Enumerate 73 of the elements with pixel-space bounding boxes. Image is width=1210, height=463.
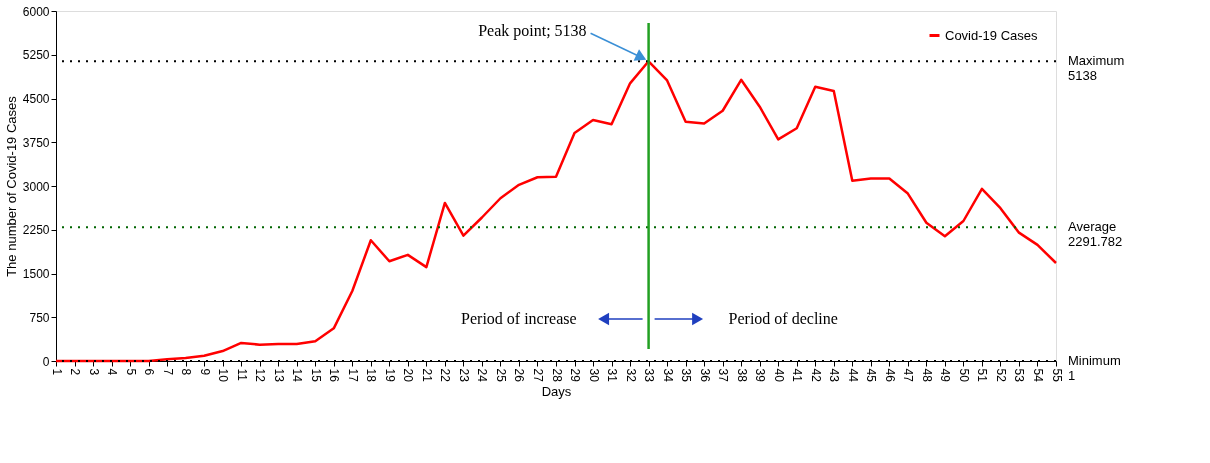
x-tick-label: 19 (382, 368, 397, 383)
x-tick-label: 50 (956, 368, 971, 383)
x-tick-label: 42 (808, 368, 823, 383)
x-tick-label: 38 (734, 368, 749, 383)
x-tick-label: 46 (882, 368, 897, 383)
ref-line-label: Maximum 5138 (1068, 53, 1125, 84)
x-tick-label: 18 (364, 368, 379, 383)
x-tick-label: 52 (993, 368, 1008, 383)
x-tick-label: 34 (660, 368, 675, 383)
x-tick-label: 12 (253, 368, 268, 383)
x-tick-label: 3 (86, 368, 101, 376)
x-tick-label: 26 (512, 368, 527, 383)
x-tick-label: 45 (864, 368, 879, 383)
x-tick-label: 25 (493, 368, 508, 383)
x-tick-label: 22 (438, 368, 453, 383)
y-tick-label: 4500 (22, 92, 50, 106)
x-tick-label: 15 (308, 368, 323, 383)
x-tick-label: 20 (401, 368, 416, 383)
x-tick-label: 35 (679, 368, 694, 383)
x-tick-label: 21 (419, 368, 434, 383)
x-tick-label: 31 (605, 368, 620, 383)
y-tick-label: 750 (29, 310, 50, 325)
x-tick-label: 37 (716, 368, 731, 383)
x-tick-label: 39 (753, 368, 768, 383)
x-tick-label: 33 (642, 368, 657, 383)
x-tick-label: 8 (179, 368, 194, 376)
x-tick-label: 54 (1030, 368, 1045, 383)
x-tick-label: 27 (530, 368, 545, 383)
x-axis-title: Days (541, 383, 572, 399)
y-tick-label: 5250 (22, 48, 50, 63)
y-tick-label: 1500 (22, 267, 50, 281)
x-tick-label: 10 (216, 368, 231, 383)
x-tick-label: 23 (456, 368, 471, 383)
y-tick-label: 6000 (22, 4, 50, 19)
y-tick-label: 2250 (22, 223, 50, 238)
x-tick-label: 14 (290, 368, 305, 383)
x-tick-label: 5 (123, 368, 138, 376)
y-axis-title: The number of Covid-19 Cases (3, 95, 19, 277)
x-tick-label: 13 (271, 368, 286, 383)
x-tick-label: 11 (234, 368, 249, 382)
x-tick-label: 55 (1049, 368, 1064, 383)
x-tick-label: 40 (771, 368, 786, 383)
x-tick-label: 49 (938, 368, 953, 383)
x-tick-label: 48 (919, 368, 934, 383)
x-tick-label: 4 (105, 368, 120, 376)
x-tick-label: 44 (845, 368, 860, 383)
x-tick-label: 6 (142, 368, 157, 376)
x-tick-label: 17 (345, 368, 360, 383)
x-tick-label: 1 (49, 368, 64, 376)
x-tick-label: 32 (623, 368, 638, 383)
y-tick-label: 0 (42, 354, 50, 369)
x-tick-label: 30 (586, 368, 601, 383)
x-tick-label: 41 (790, 368, 805, 383)
x-tick-label: 28 (549, 368, 564, 383)
x-tick-label: 47 (901, 368, 916, 383)
x-tick-label: 51 (975, 368, 990, 383)
x-tick-label: 53 (1012, 368, 1027, 383)
annotation: Period of decline (728, 310, 838, 327)
x-tick-label: 43 (827, 368, 842, 383)
y-tick-label: 3750 (22, 135, 50, 150)
x-tick-label: 2 (68, 368, 83, 376)
annotation: Period of increase (461, 310, 577, 327)
x-tick-label: 9 (197, 368, 212, 376)
legend-label: Covid-19 Cases (945, 27, 1038, 43)
x-tick-label: 29 (568, 368, 583, 383)
ref-line-label: Minimum 1 (1068, 352, 1121, 383)
x-tick-label: 24 (475, 368, 490, 383)
annotation: Peak point; 5138 (478, 22, 587, 41)
x-tick-label: 7 (160, 368, 175, 376)
ref-line-label: Average 2291.782 (1068, 219, 1123, 250)
y-tick-label: 3000 (22, 179, 50, 194)
x-tick-label: 36 (697, 368, 712, 383)
x-tick-label: 16 (327, 368, 342, 383)
